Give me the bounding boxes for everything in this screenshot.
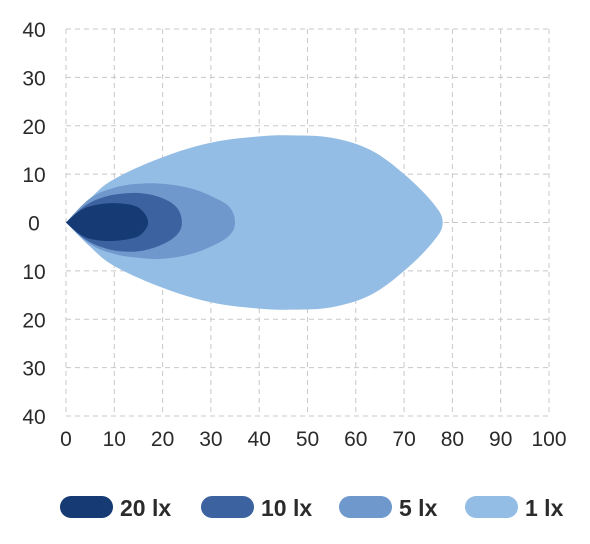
x-tick-label: 50 xyxy=(296,428,319,451)
y-tick-label: 10 xyxy=(22,164,45,187)
y-tick-label: 40 xyxy=(22,19,45,42)
y-tick-label: 20 xyxy=(22,116,45,139)
isolux-areas xyxy=(66,135,443,310)
isolux-area-1-lx xyxy=(66,135,443,310)
y-axis-tick-labels: 40 30 20 10 0 10 20 30 40 xyxy=(22,19,45,429)
legend-swatch-10-lx xyxy=(201,496,254,518)
y-tick-label: 40 xyxy=(22,406,45,429)
legend: 20 lx 10 lx 5 lx 1 lx xyxy=(60,495,564,521)
legend-label-1-lx: 1 lx xyxy=(525,495,564,521)
legend-swatch-20-lx xyxy=(60,496,113,518)
y-tick-label: 0 xyxy=(28,213,40,236)
y-tick-label: 20 xyxy=(22,309,45,332)
y-tick-label: 10 xyxy=(22,261,45,284)
y-tick-label: 30 xyxy=(22,67,45,90)
x-tick-label: 100 xyxy=(531,428,566,451)
x-axis-tick-labels: 0 10 20 30 40 50 60 70 80 90 100 xyxy=(60,428,566,451)
x-tick-label: 60 xyxy=(344,428,367,451)
x-tick-label: 30 xyxy=(199,428,222,451)
x-tick-label: 10 xyxy=(103,428,126,451)
x-tick-label: 90 xyxy=(489,428,512,451)
y-tick-label: 30 xyxy=(22,358,45,381)
legend-swatch-5-lx xyxy=(339,496,392,518)
legend-label-5-lx: 5 lx xyxy=(399,495,438,521)
legend-swatch-1-lx xyxy=(465,496,518,518)
x-tick-label: 70 xyxy=(392,428,415,451)
legend-label-10-lx: 10 lx xyxy=(261,495,312,521)
x-tick-label: 20 xyxy=(151,428,174,451)
x-tick-label: 80 xyxy=(441,428,464,451)
x-tick-label: 40 xyxy=(248,428,271,451)
x-tick-label: 0 xyxy=(60,428,72,451)
isolux-area-20-lx xyxy=(66,203,149,242)
legend-label-20-lx: 20 lx xyxy=(120,495,171,521)
